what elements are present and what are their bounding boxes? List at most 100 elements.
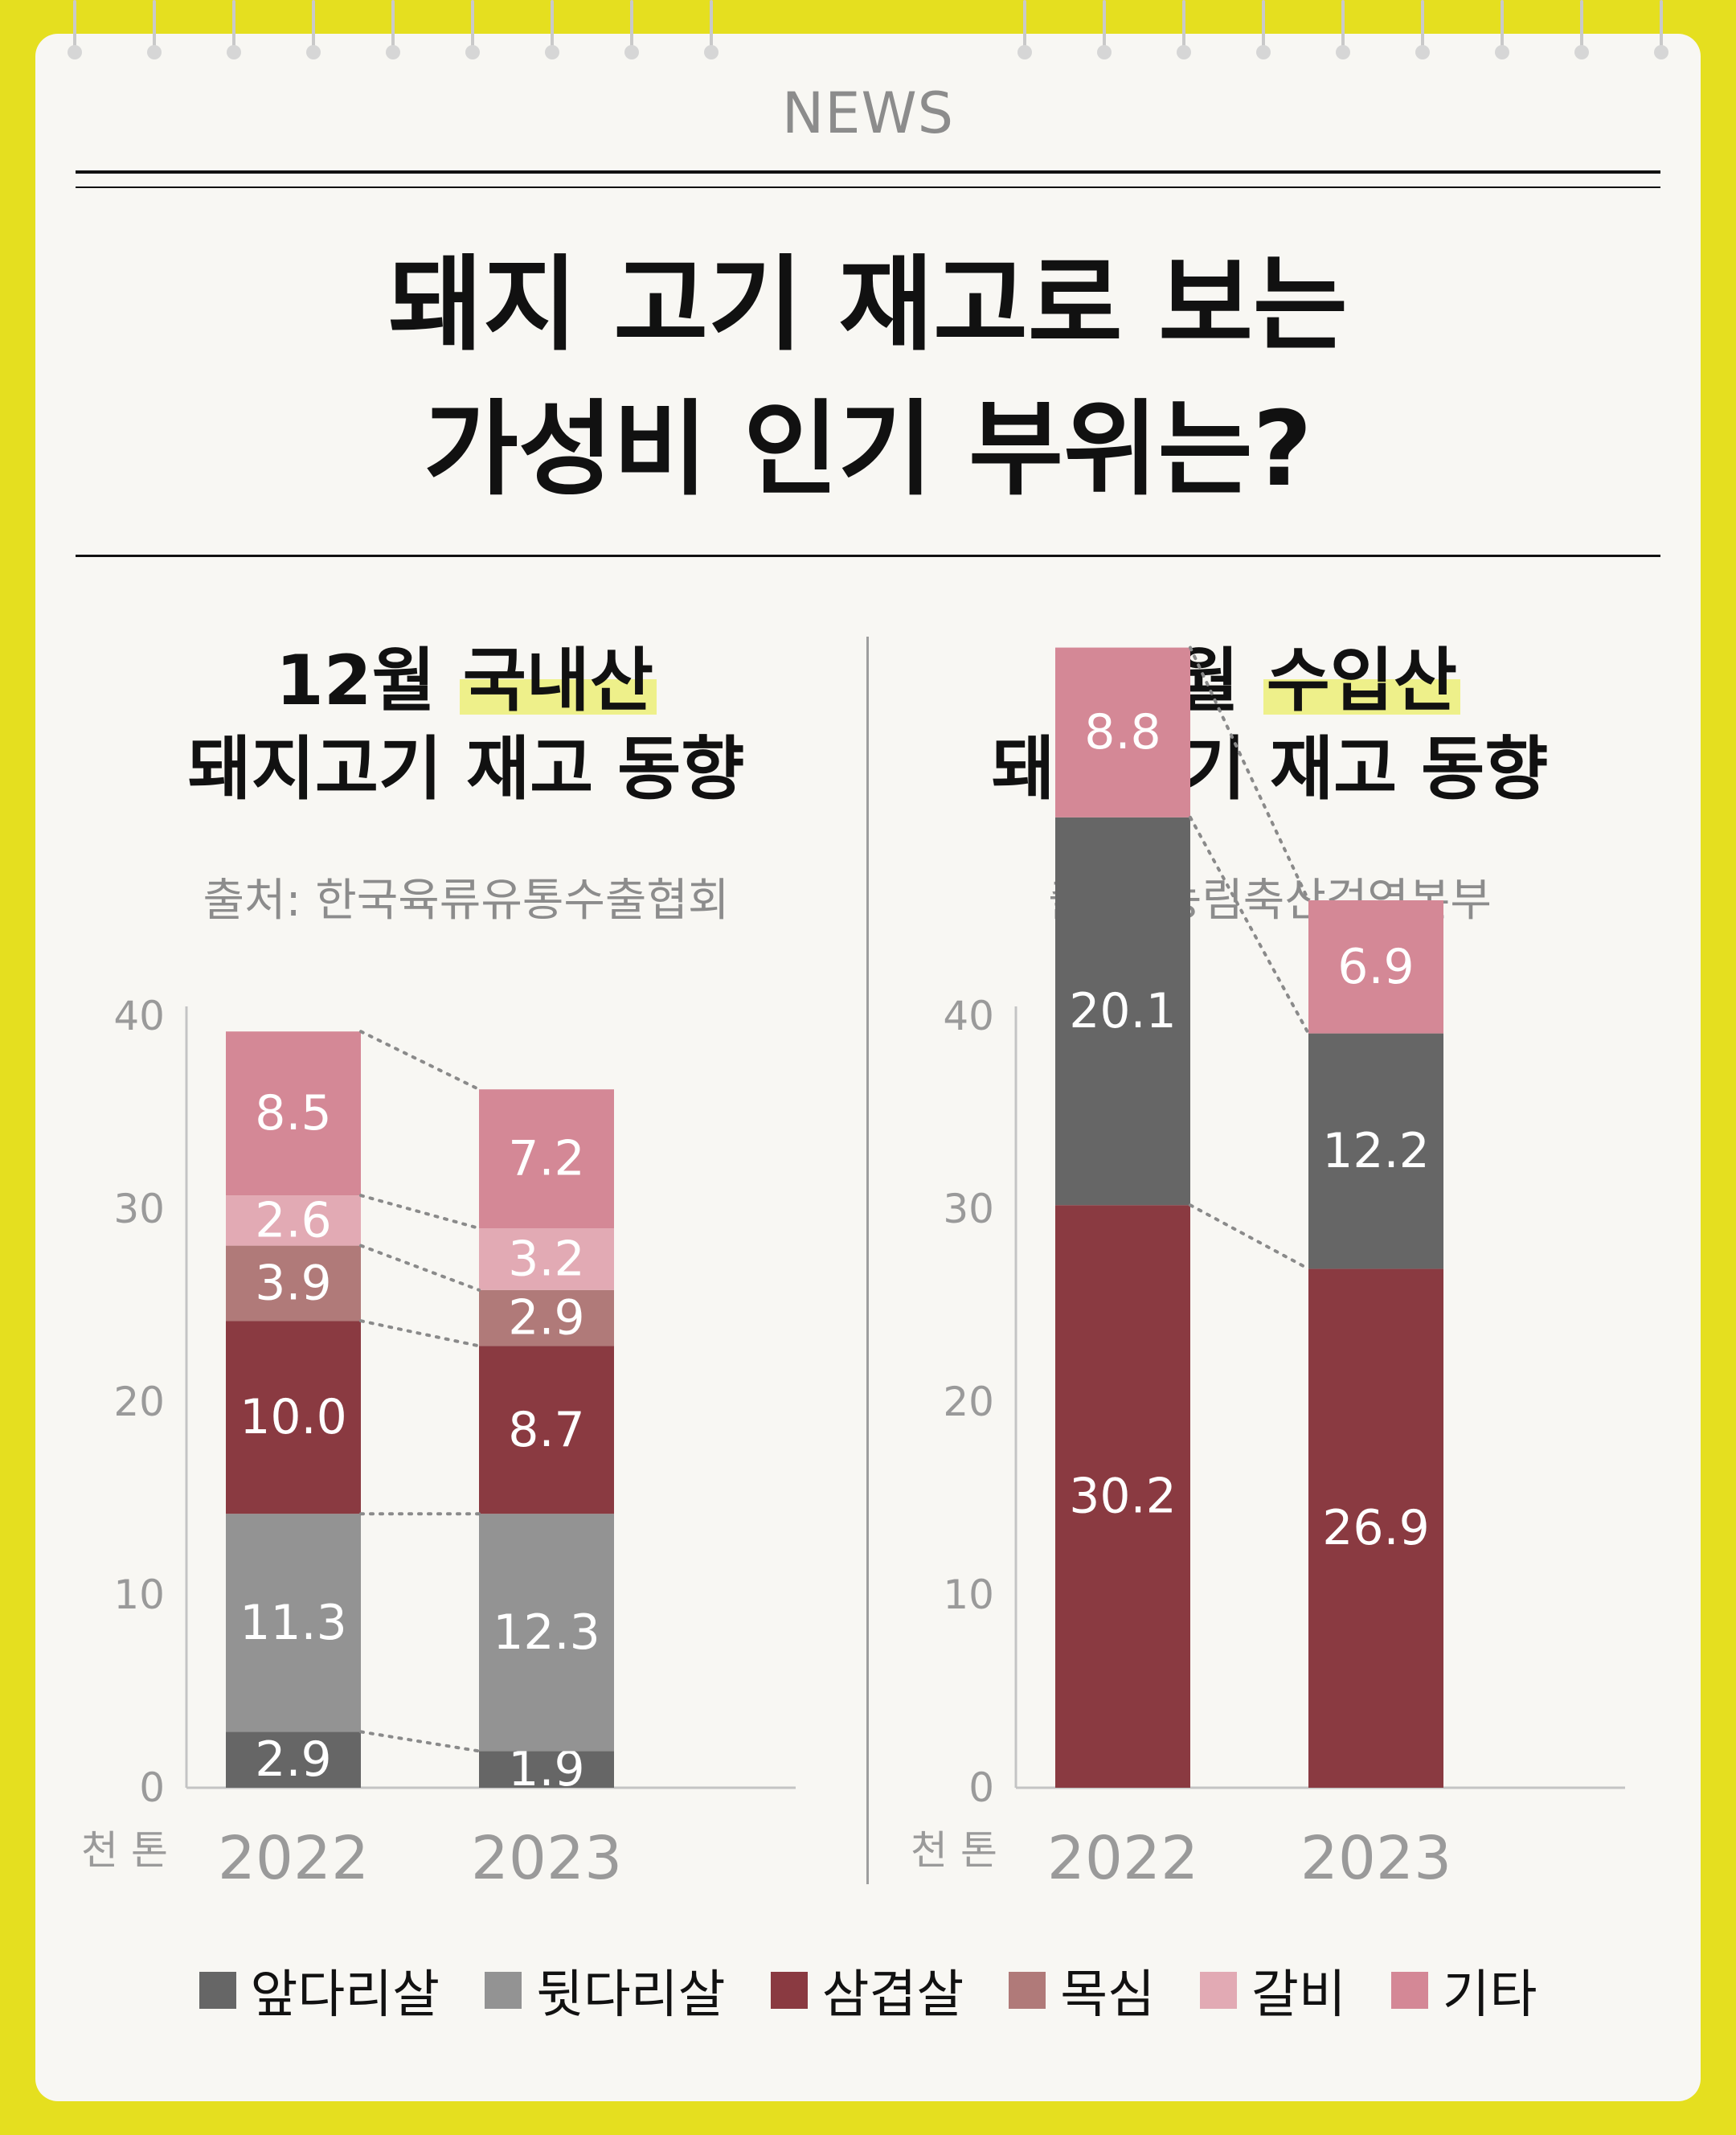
binder-ring bbox=[68, 0, 82, 63]
data-label: 8.5 bbox=[255, 1085, 331, 1141]
ring-wire bbox=[391, 0, 395, 48]
data-label: 12.2 bbox=[1322, 1123, 1430, 1179]
binder-ring bbox=[147, 0, 162, 63]
binder-ring bbox=[306, 0, 321, 63]
ring-hole bbox=[1574, 45, 1589, 59]
binder-ring bbox=[1574, 0, 1589, 63]
ring-hole bbox=[704, 45, 719, 59]
ring-wire bbox=[1341, 0, 1345, 48]
bar-segment bbox=[226, 1031, 361, 1196]
legend-swatch bbox=[485, 1972, 522, 2009]
bar-segment bbox=[1308, 1268, 1443, 1788]
ring-wire bbox=[232, 0, 235, 48]
data-label: 2.9 bbox=[508, 1290, 584, 1346]
binder-ring bbox=[1097, 0, 1112, 63]
ring-wire bbox=[1023, 0, 1026, 48]
ring-wire bbox=[630, 0, 633, 48]
binder-ring bbox=[1256, 0, 1271, 63]
top-rule-thin bbox=[76, 186, 1660, 188]
binder-ring bbox=[1177, 0, 1191, 63]
ring-hole bbox=[147, 45, 162, 59]
ring-wire bbox=[153, 0, 156, 48]
y-tick-label: 20 bbox=[113, 1379, 165, 1425]
legend-swatch bbox=[1009, 1972, 1046, 2009]
data-label: 2.9 bbox=[255, 1731, 331, 1788]
data-label: 12.3 bbox=[493, 1604, 600, 1661]
legend-label: 뒷다리살 bbox=[536, 1965, 726, 2025]
panel-divider bbox=[866, 637, 869, 1884]
binder-ring bbox=[1654, 0, 1668, 63]
data-label: 30.2 bbox=[1069, 1469, 1177, 1525]
ring-hole bbox=[545, 45, 559, 59]
legend-swatch bbox=[1390, 1972, 1428, 2009]
ring-wire bbox=[471, 0, 474, 48]
bar-segment bbox=[226, 1245, 361, 1322]
binder-ring bbox=[624, 0, 639, 63]
ring-wire bbox=[73, 0, 76, 48]
binder-ring bbox=[227, 0, 241, 63]
connector-line bbox=[359, 1319, 481, 1348]
ring-wire bbox=[312, 0, 315, 48]
panel-title-prefix: 12월 bbox=[275, 641, 460, 721]
ring-hole bbox=[465, 45, 480, 59]
y-unit-label: 천 톤 bbox=[911, 1827, 997, 1874]
y-tick-label: 10 bbox=[113, 1572, 165, 1618]
bar-segment bbox=[1055, 1205, 1190, 1788]
bar-segment bbox=[226, 1731, 361, 1788]
ring-wire bbox=[710, 0, 713, 48]
ring-hole bbox=[1495, 45, 1509, 59]
data-label: 11.3 bbox=[240, 1595, 347, 1651]
connector-line bbox=[359, 1030, 481, 1092]
binder-ring bbox=[545, 0, 559, 63]
data-label: 20.1 bbox=[1069, 983, 1177, 1039]
legend-item: 기타 bbox=[1390, 1953, 1537, 2027]
panel-title-line2: 돼지고기 재고 동향 bbox=[187, 729, 745, 809]
y-tick-label: 0 bbox=[139, 1764, 165, 1811]
ring-hole bbox=[68, 45, 82, 59]
top-rule-thick bbox=[76, 170, 1660, 174]
data-label: 26.9 bbox=[1322, 1500, 1430, 1556]
legend-label: 갈비 bbox=[1251, 1965, 1346, 2025]
bar-segment bbox=[226, 1514, 361, 1732]
panel-title-highlight: 수입산 bbox=[1263, 641, 1461, 721]
ring-hole bbox=[1415, 45, 1430, 59]
ring-wire bbox=[1182, 0, 1185, 48]
ring-hole bbox=[386, 45, 400, 59]
ring-wire bbox=[1660, 0, 1663, 48]
y-tick-label: 20 bbox=[943, 1379, 994, 1425]
ring-wire bbox=[1262, 0, 1265, 48]
bar-segment bbox=[479, 1751, 614, 1788]
ring-hole bbox=[1654, 45, 1668, 59]
ring-wire bbox=[1501, 0, 1504, 48]
legend: 앞다리살 뒷다리살 삼겹살 목심 갈비 기타 bbox=[0, 1953, 1736, 2027]
x-tick-label: 2022 bbox=[1047, 1824, 1198, 1893]
legend-item: 삼겹살 bbox=[770, 1953, 964, 2027]
legend-label: 삼겹살 bbox=[821, 1965, 964, 2025]
ring-hole bbox=[1336, 45, 1350, 59]
bar-segment bbox=[479, 1089, 614, 1228]
connector-line bbox=[1189, 645, 1310, 902]
headline-rule bbox=[76, 555, 1660, 557]
connector-line bbox=[359, 1194, 481, 1230]
legend-item: 갈비 bbox=[1199, 1953, 1346, 2027]
legend-item: 뒷다리살 bbox=[485, 1953, 726, 2027]
panel-title-highlight: 국내산 bbox=[459, 641, 657, 721]
ring-wire bbox=[551, 0, 554, 48]
ring-hole bbox=[1017, 45, 1032, 59]
legend-swatch bbox=[199, 1972, 236, 2009]
bar-segment bbox=[1308, 900, 1443, 1034]
legend-label: 목심 bbox=[1060, 1965, 1155, 2025]
connector-line bbox=[1189, 1203, 1310, 1271]
ring-wire bbox=[1421, 0, 1424, 48]
binder-ring bbox=[1336, 0, 1350, 63]
legend-label: 기타 bbox=[1442, 1965, 1537, 2025]
x-tick-label: 2023 bbox=[471, 1824, 622, 1893]
news-label: NEWS bbox=[781, 80, 955, 146]
y-tick-label: 30 bbox=[943, 1186, 994, 1232]
headline-line1: 돼지 고기 재고로 보는 bbox=[388, 245, 1348, 365]
ring-hole bbox=[1256, 45, 1271, 59]
connector-line bbox=[1189, 815, 1310, 1035]
bar-segment bbox=[479, 1346, 614, 1514]
x-tick-label: 2023 bbox=[1300, 1824, 1451, 1893]
